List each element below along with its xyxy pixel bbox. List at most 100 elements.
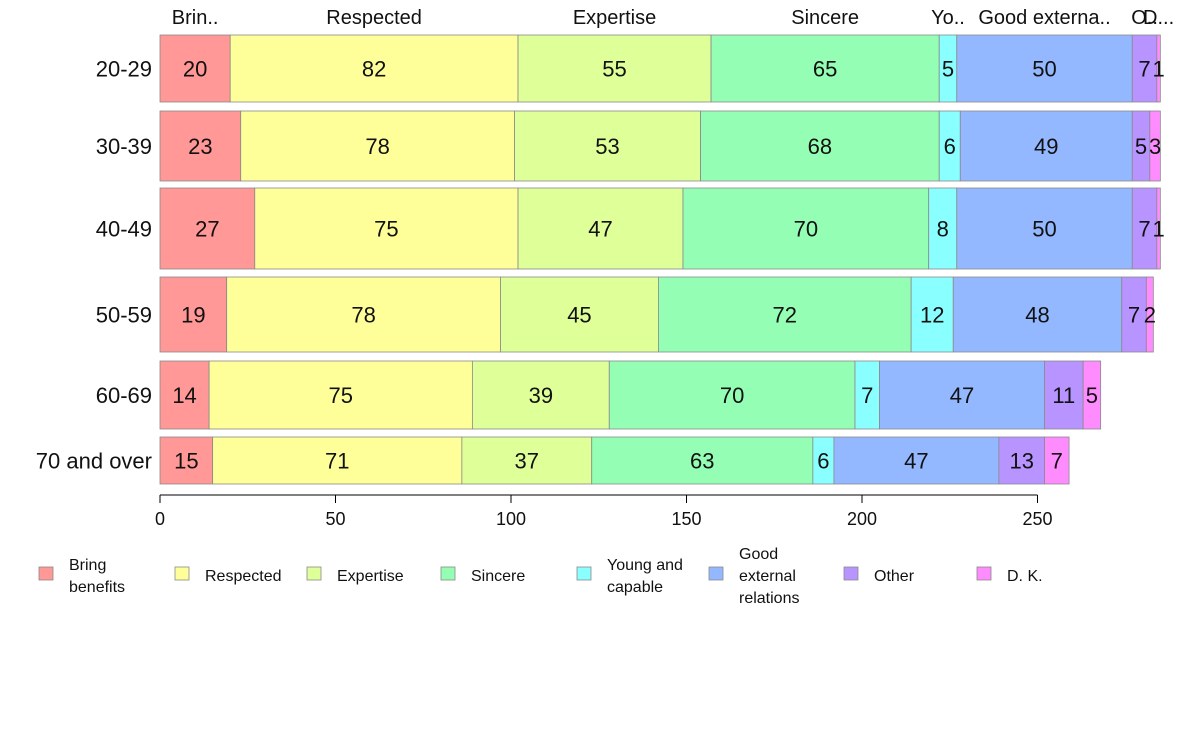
legend-swatch: [576, 566, 592, 581]
legend-label: Other: [874, 568, 915, 585]
legend-label: Bring: [69, 557, 106, 574]
x-tick-label: 100: [496, 509, 526, 529]
data-label: 7: [1051, 449, 1063, 474]
bar-segment: [710, 34, 940, 103]
data-label: 65: [813, 57, 837, 82]
data-label: 7: [861, 383, 873, 408]
bar-segment: [254, 187, 519, 270]
data-label: 5: [1135, 134, 1147, 159]
bar-segment: [461, 436, 593, 485]
data-label: 63: [690, 449, 714, 474]
bar-segment: [952, 276, 1123, 353]
bars-layer: 20 82 55 65 5 50 7 123 78 53 68 6 49 5 327 75 47 70 8 50 7 11…: [159, 34, 1165, 485]
data-label: 14: [172, 383, 196, 408]
y-tick-label: 20-29: [96, 57, 152, 82]
data-label: 82: [362, 57, 386, 82]
data-label: 2: [1144, 303, 1156, 328]
data-label: 7: [1128, 303, 1140, 328]
data-label: 6: [817, 449, 829, 474]
legend-label: Expertise: [337, 568, 404, 585]
data-label: 47: [950, 383, 974, 408]
bar-segment: [1156, 34, 1161, 103]
legend-swatch: [708, 566, 724, 581]
bar-segment: [682, 187, 930, 270]
series-header: Expertise: [573, 7, 656, 29]
bar-segment: [500, 276, 659, 353]
series-header: Brin..: [172, 7, 219, 29]
x-tick-label: 200: [847, 509, 877, 529]
x-tick-label: 0: [155, 509, 165, 529]
bar-segment: [159, 276, 228, 353]
bar-segment: [471, 360, 610, 430]
series-header: D...: [1143, 7, 1174, 29]
data-label: 20: [183, 57, 207, 82]
data-label: 7: [1138, 57, 1150, 82]
data-label: 37: [515, 449, 539, 474]
bar-segment: [1121, 276, 1147, 353]
data-label: 1: [1152, 217, 1164, 242]
y-tick-label: 70 and over: [36, 449, 152, 474]
x-tick-label: 250: [1022, 509, 1052, 529]
y-axis-labels: 20-29 30-39 40-49 50-59 60-69 70 and over: [36, 57, 152, 474]
series-header: Yo..: [931, 7, 965, 29]
bar-segment: [208, 360, 473, 430]
data-label: 5: [1086, 383, 1098, 408]
bar-segment: [1156, 187, 1161, 270]
bar-segment: [159, 110, 242, 182]
bar-segment: [212, 436, 463, 485]
data-label: 8: [937, 217, 949, 242]
data-label: 19: [181, 303, 205, 328]
bar-segment: [1044, 360, 1084, 430]
data-label: 7: [1138, 217, 1150, 242]
legend-swatch: [306, 566, 322, 581]
bar-segment: [517, 187, 684, 270]
bar-segment: [833, 436, 1000, 485]
bar-segment: [1149, 110, 1161, 182]
data-label: 15: [174, 449, 198, 474]
bar-segment: [159, 187, 256, 270]
bar-segment: [956, 187, 1133, 270]
data-label: 47: [904, 449, 928, 474]
data-label: 71: [325, 449, 349, 474]
bar-segment: [229, 34, 519, 103]
bar-segment: [226, 276, 501, 353]
legend-swatch: [174, 566, 190, 581]
data-label: 75: [329, 383, 353, 408]
legend-label: relations: [739, 590, 799, 607]
bar-segment: [591, 436, 814, 485]
bar-segment: [608, 360, 856, 430]
legend-label: Young and: [607, 557, 683, 574]
bar-segment: [1131, 187, 1158, 270]
bar-segment: [854, 360, 880, 430]
legend-label: external: [739, 568, 796, 585]
bar-segment: [1145, 276, 1154, 353]
bar-segment: [240, 110, 515, 182]
legend-swatch: [976, 566, 992, 581]
data-label: 53: [595, 134, 619, 159]
bar-segment: [879, 360, 1045, 430]
data-label: 78: [351, 303, 375, 328]
bar-segment: [956, 34, 1133, 103]
bar-segment: [910, 276, 954, 353]
data-label: 78: [365, 134, 389, 159]
bar-segment: [1131, 34, 1158, 103]
data-label: 68: [808, 134, 832, 159]
legend: Bring benefits Respected Expertise Sincere Yo…: [38, 546, 1043, 607]
data-label: 6: [944, 134, 956, 159]
data-label: 39: [529, 383, 553, 408]
bar-segment: [998, 436, 1045, 485]
bar-segment: [658, 276, 912, 353]
data-label: 50: [1032, 217, 1056, 242]
bar-segment: [517, 34, 712, 103]
y-tick-label: 60-69: [96, 383, 152, 408]
y-tick-label: 50-59: [96, 303, 152, 328]
x-tick-label: 50: [325, 509, 345, 529]
legend-swatch: [843, 566, 859, 581]
bar-segment: [700, 110, 940, 182]
bar-segment: [514, 110, 701, 182]
data-label: 27: [195, 217, 219, 242]
legend-label: benefits: [69, 579, 125, 596]
data-label: 49: [1034, 134, 1058, 159]
bar-segment: [1044, 436, 1070, 485]
